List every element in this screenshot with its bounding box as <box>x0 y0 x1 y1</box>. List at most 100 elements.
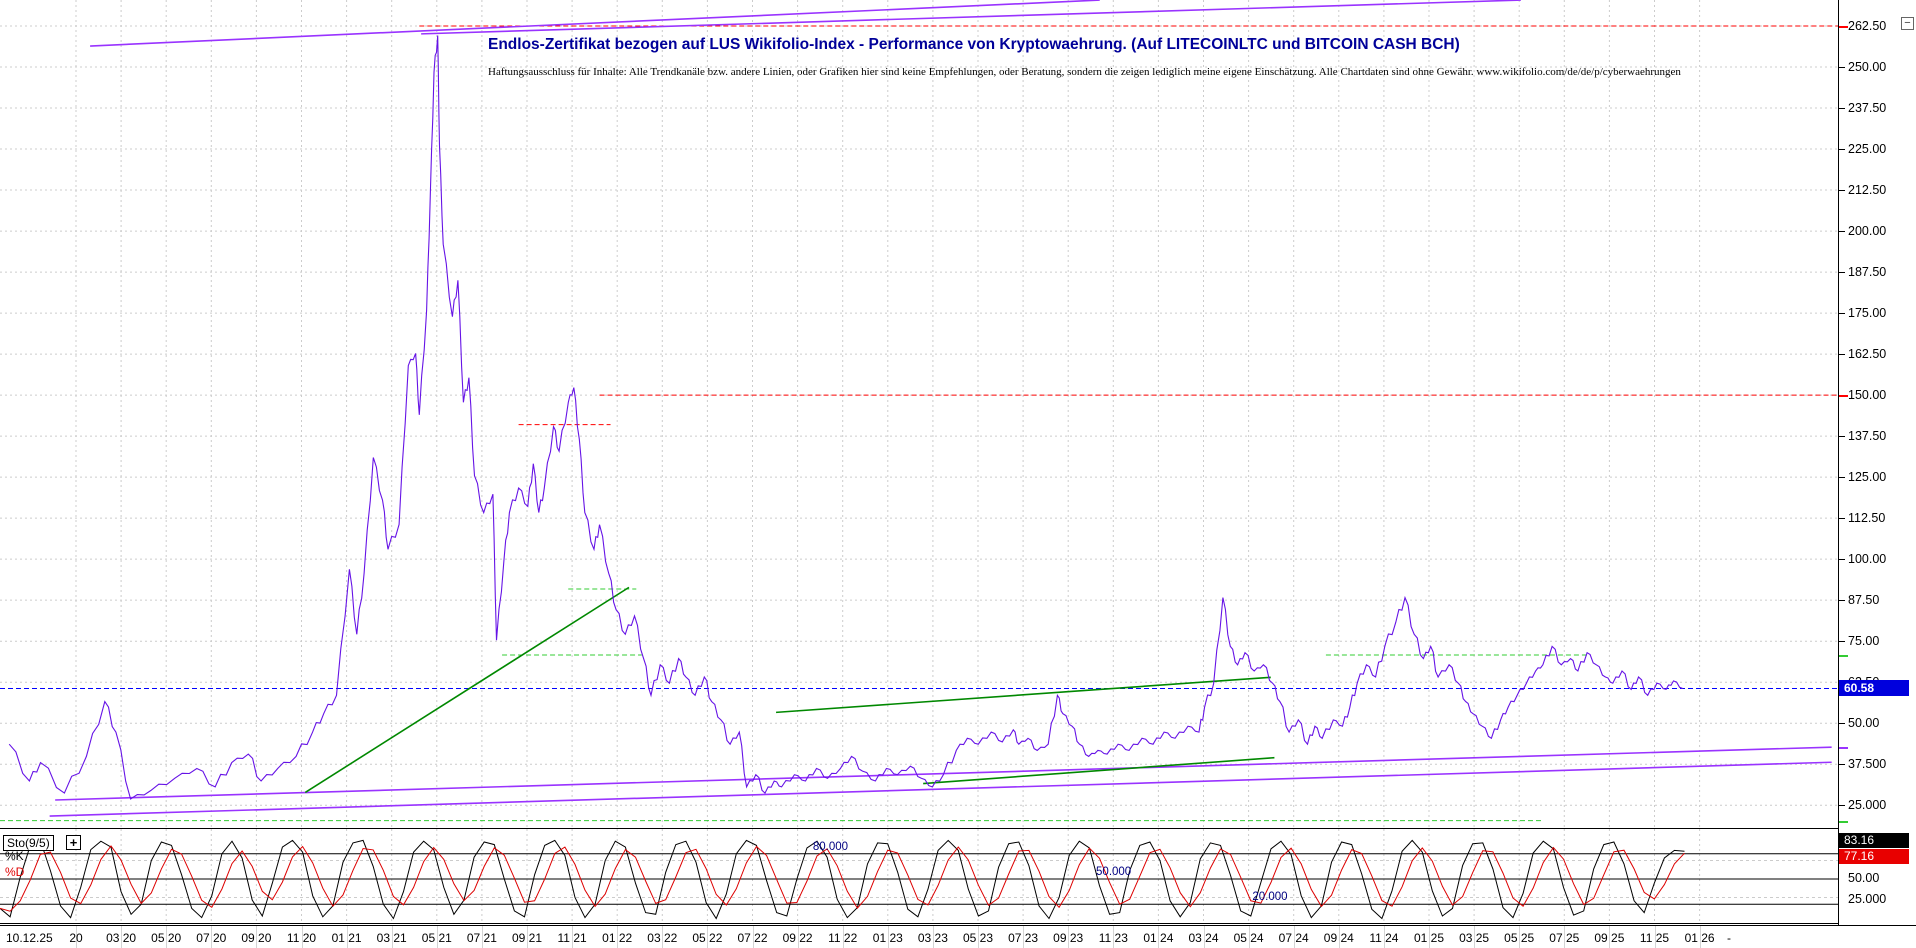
colored-axis-tick <box>1839 26 1848 28</box>
time-axis-label: 03 23 <box>917 931 948 945</box>
axis-tick <box>1839 559 1845 561</box>
d-series-label: %D <box>5 865 25 879</box>
time-axis-tick <box>76 926 77 948</box>
axis-tick <box>1839 313 1845 315</box>
time-axis-tick <box>301 926 303 948</box>
time-axis-tick <box>256 926 258 948</box>
time-axis-label: 07 20 <box>196 931 227 945</box>
time-axis-tick <box>1474 926 1476 948</box>
time-axis-label: 09 22 <box>782 931 813 945</box>
time-axis-tick <box>436 926 438 948</box>
time-axis-tick <box>1113 926 1115 948</box>
time-axis-label: 11 23 <box>1098 931 1128 945</box>
time-axis-label: 05 24 <box>1233 931 1264 945</box>
price-axis-label: 125.00 <box>1848 470 1887 485</box>
collapse-panel-icon[interactable]: − <box>1901 17 1914 30</box>
time-axis-tick <box>1248 926 1250 948</box>
price-axis-gutter: 262.50 250.00 237.50 225.00 212.50 200.00 187.… <box>1838 0 1916 948</box>
axis-start-date-label: 10.12.25 <box>6 931 53 945</box>
axis-tick <box>1839 436 1845 438</box>
time-axis-label: 09 25 <box>1594 931 1625 945</box>
time-axis-label: 07 22 <box>737 931 768 945</box>
time-axis-tick <box>346 926 348 948</box>
time-axis-label: 03 22 <box>647 931 678 945</box>
time-axis-tick <box>527 926 528 948</box>
stochastic-canvas[interactable] <box>0 829 1839 923</box>
time-axis-tick <box>391 926 393 948</box>
time-axis-tick <box>1654 926 1656 948</box>
time-axis-tick <box>1383 926 1385 948</box>
price-axis-label: 175.00 <box>1848 306 1887 321</box>
time-axis-label: 11 24 <box>1369 931 1399 945</box>
time-axis-label: 07 23 <box>1008 931 1039 945</box>
time-axis-tick <box>1293 926 1295 948</box>
osc-level-label: 50.000 <box>1096 866 1132 878</box>
lower-channel-lower <box>49 761 1832 817</box>
time-axis-label: 05 20 <box>151 931 182 945</box>
price-axis-label: 137.50 <box>1848 429 1887 444</box>
price-axis-label: 50.00 <box>1848 716 1880 731</box>
price-axis-label: 187.50 <box>1848 265 1887 280</box>
time-axis-tick <box>1609 926 1611 948</box>
price-axis-label: 212.50 <box>1848 183 1887 198</box>
disclaimer-text: Haftungsausschluss für Inhalte: Alle Tre… <box>488 66 1681 78</box>
axis-tick <box>1839 764 1845 766</box>
page-title: Endlos-Zertifikat bezogen auf LUS Wikifo… <box>488 36 1460 53</box>
price-axis-label: 100.00 <box>1848 552 1887 567</box>
price-chart-canvas[interactable] <box>0 0 1839 828</box>
time-axis-tick <box>1203 926 1205 948</box>
axis-tick <box>1839 149 1845 151</box>
time-axis-tick <box>617 926 619 948</box>
time-axis-label: 01 22 <box>602 931 633 945</box>
price-axis-label: 75.00 <box>1848 634 1880 649</box>
upper-trendline-2 <box>421 0 1521 35</box>
time-axis-tick <box>842 926 844 948</box>
osc-level-label: 80.000 <box>812 840 849 853</box>
time-axis-tick <box>1699 926 1701 948</box>
time-axis-tick <box>1023 926 1025 948</box>
price-axis-label: 37.500 <box>1848 757 1887 772</box>
price-axis-label: 25.000 <box>1848 798 1887 813</box>
k-series-label: %K <box>5 849 24 863</box>
time-axis-tick <box>1519 926 1521 948</box>
colored-axis-tick <box>1839 820 1848 823</box>
add-indicator-icon[interactable]: + <box>66 835 81 850</box>
colored-axis-tick <box>1839 654 1848 657</box>
time-axis-label: 11 21 <box>557 931 587 945</box>
time-axis-tick <box>1338 926 1340 948</box>
axis-tick <box>1839 805 1845 807</box>
price-chart-panel[interactable]: Endlos-Zertifikat bezogen auf LUS Wikifo… <box>0 0 1839 828</box>
axis-tick <box>1839 231 1845 233</box>
k-line <box>0 839 1685 920</box>
price-axis-label: 225.00 <box>1848 142 1887 157</box>
time-axis-label: 09 20 <box>241 931 272 945</box>
time-axis-label: 01 26 <box>1684 931 1715 945</box>
k-value-badge: 83.16 <box>1839 833 1909 848</box>
time-axis-tick <box>797 926 799 948</box>
axis-tick <box>1839 272 1845 274</box>
time-axis-tick <box>1564 926 1566 948</box>
time-axis-label: 03 20 <box>106 931 137 945</box>
axis-tick <box>1839 477 1845 479</box>
time-axis-label: 01 24 <box>1143 931 1174 945</box>
indicator-name-chip[interactable]: Sto(9/5) <box>3 835 54 851</box>
price-axis-label: 237.50 <box>1848 101 1887 116</box>
osc-level-label: 20.000 <box>1252 891 1288 904</box>
d-line <box>0 845 1685 912</box>
time-axis-tick <box>752 926 754 948</box>
stochastic-panel[interactable]: Sto(9/5) + %K %D 80.000 50.000 20.000 <box>0 828 1839 924</box>
osc-axis-label: 50.00 <box>1848 871 1880 885</box>
time-axis-label: 01 23 <box>872 931 903 945</box>
time-axis-label: 05 21 <box>421 931 452 945</box>
time-axis-label: 11 20 <box>286 931 317 945</box>
time-axis-label: 05 23 <box>962 931 994 945</box>
time-axis-tick <box>707 926 709 948</box>
axis-tick <box>1839 723 1845 725</box>
axis-tick <box>1839 600 1845 602</box>
green-trendline-2023-lower <box>923 756 1275 785</box>
time-axis-label: 01 21 <box>331 931 362 945</box>
time-axis-label: 09 23 <box>1053 931 1084 945</box>
time-axis-tick <box>978 926 979 948</box>
time-axis-label: 03 21 <box>376 931 407 945</box>
